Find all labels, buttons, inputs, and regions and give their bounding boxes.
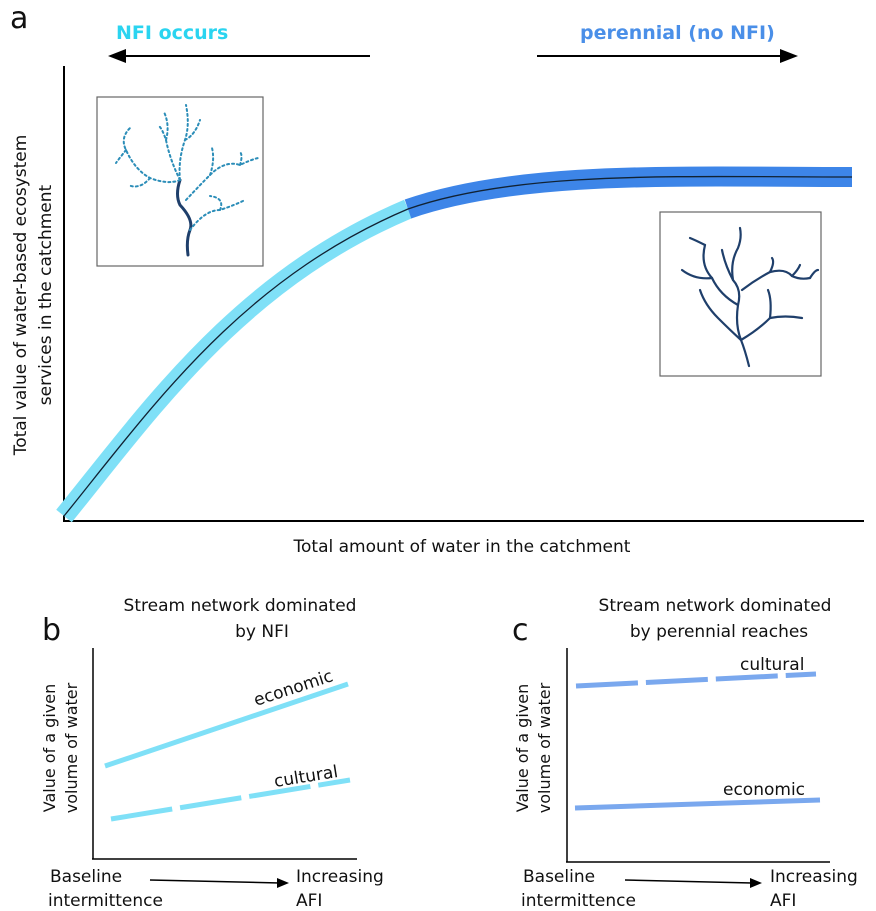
panel-c-x-left-line2: intermittence xyxy=(521,891,636,911)
perennial-stream-network-icon xyxy=(680,226,820,368)
panel-a: a NFI occurs perennial (no NFI) Total va… xyxy=(10,1,864,557)
perennial-arrowhead xyxy=(780,49,798,63)
panel-b-x-right-line2: AFI xyxy=(296,891,322,911)
panel-b-title-line1: Stream network dominated xyxy=(124,596,357,616)
panel-a-xlabel: Total amount of water in the catchment xyxy=(293,537,631,557)
svg-text:volume of water: volume of water xyxy=(535,682,554,813)
svg-text:Total value of water-based eco: Total value of water-based ecosystem xyxy=(11,135,31,457)
panel-c-cultural-label: cultural xyxy=(740,655,804,675)
nfi-arrowhead xyxy=(108,49,126,63)
perennial-label: perennial (no NFI) xyxy=(580,22,775,44)
panel-b-label: b xyxy=(42,613,61,648)
panel-b-economic-line xyxy=(104,681,349,769)
panel-c-title-line1: Stream network dominated xyxy=(599,596,832,616)
panel-b-x-left-line1: Baseline xyxy=(50,867,122,887)
svg-text:Value of a given: Value of a given xyxy=(40,684,59,812)
panel-c: c Stream network dominated by perennial … xyxy=(512,596,858,911)
panel-c-x-left-line1: Baseline xyxy=(523,867,595,887)
panel-a-ylabel: Total value of water-based ecosystem ser… xyxy=(11,135,56,457)
panel-c-cultural-line xyxy=(575,671,817,689)
nfi-stream-network-icon xyxy=(115,104,259,257)
panel-c-label: c xyxy=(512,613,529,648)
panel-c-x-arrow xyxy=(624,879,753,884)
value-curve xyxy=(63,175,853,517)
panel-b-title-line2: by NFI xyxy=(235,622,289,642)
svg-text:volume of water: volume of water xyxy=(62,682,81,813)
panel-b-x-arrow xyxy=(149,879,281,884)
panel-b-cultural-line xyxy=(110,777,351,822)
panel-c-economic-line xyxy=(574,797,821,811)
panel-c-x-right-line1: Increasing xyxy=(770,867,858,887)
svg-text:services in the catchment: services in the catchment xyxy=(36,184,56,405)
svg-text:Value of a given: Value of a given xyxy=(513,684,532,812)
panel-a-label: a xyxy=(10,1,28,36)
panel-c-economic-label: economic xyxy=(723,780,805,800)
panel-c-title-line2: by perennial reaches xyxy=(630,622,808,642)
panel-b: b Stream network dominated by NFI Value … xyxy=(40,596,384,911)
panel-b-x-right-line1: Increasing xyxy=(296,867,384,887)
panel-b-x-left-line2: intermittence xyxy=(48,891,163,911)
nfi-occurs-label: NFI occurs xyxy=(116,22,228,44)
panel-b-ylabel: Value of a given volume of water xyxy=(40,682,81,813)
perennial-curve-band xyxy=(404,166,853,219)
nfi-network-inset xyxy=(96,96,264,267)
panel-c-x-right-line2: AFI xyxy=(770,891,796,911)
panel-c-ylabel: Value of a given volume of water xyxy=(513,682,554,813)
